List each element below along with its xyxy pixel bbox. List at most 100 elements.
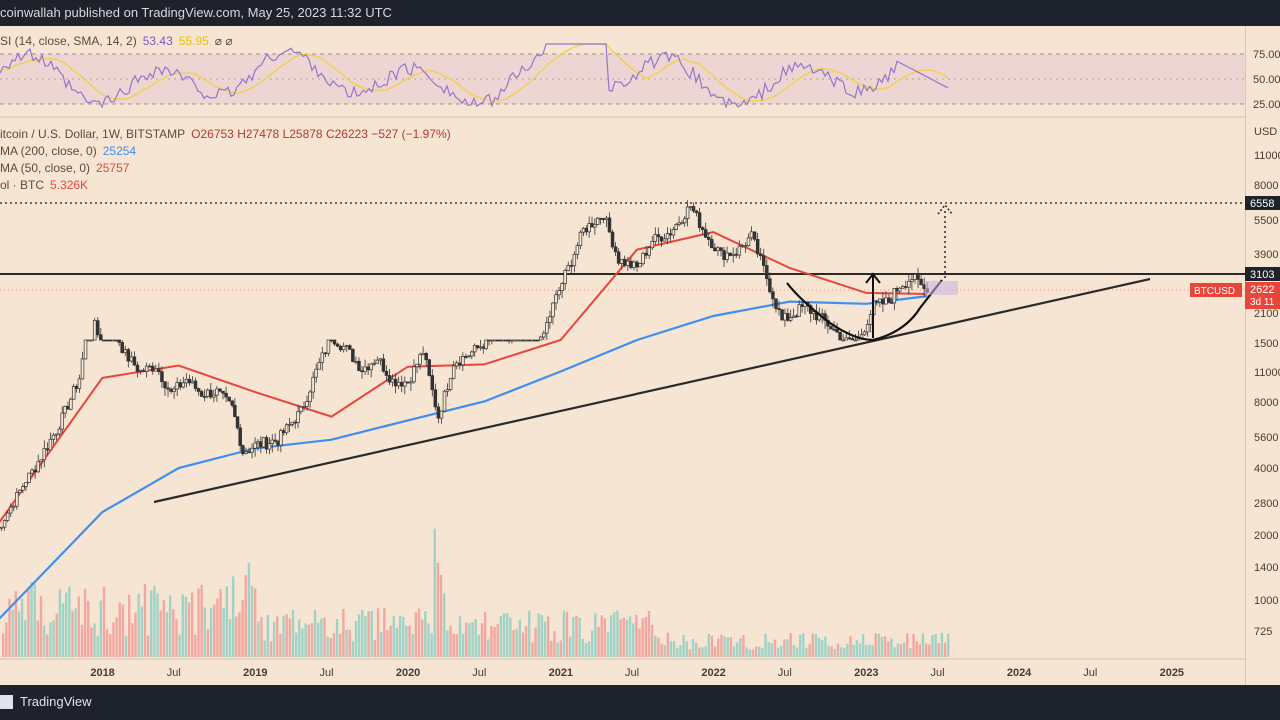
volume-bar <box>751 649 755 657</box>
x-tick-label: 2019 <box>243 667 267 679</box>
volume-bar <box>770 642 773 657</box>
volume-bar <box>153 585 156 657</box>
candle <box>399 381 404 387</box>
volume-bar <box>565 611 569 657</box>
candle <box>530 339 534 342</box>
volume-bar <box>137 593 140 657</box>
candle <box>758 253 763 257</box>
candle <box>557 290 561 296</box>
volume-bar <box>461 633 465 657</box>
candle <box>39 459 43 463</box>
volume-bar <box>682 634 685 657</box>
candle <box>838 331 842 341</box>
volume-bar <box>298 619 301 657</box>
candle <box>538 336 543 341</box>
candle <box>563 270 567 284</box>
candle <box>919 278 923 286</box>
volume-bar <box>392 616 395 657</box>
candle <box>475 345 480 349</box>
candle <box>728 252 732 256</box>
candle <box>847 337 852 340</box>
candle <box>518 339 523 342</box>
candle <box>501 339 506 342</box>
volume-bar <box>55 613 58 657</box>
volume-bar <box>74 608 77 657</box>
volume-bar <box>17 611 21 657</box>
volume-bar <box>569 636 572 657</box>
volume-bar <box>635 614 638 657</box>
volume-bar <box>899 644 903 657</box>
candle <box>120 342 124 354</box>
candle <box>716 247 720 252</box>
volume-bar <box>846 643 849 657</box>
volume-bar <box>628 616 632 657</box>
candle <box>86 339 91 342</box>
volume-bar <box>546 616 550 657</box>
candle <box>284 424 289 434</box>
candle <box>230 400 234 406</box>
candle <box>601 218 606 220</box>
volume-bar <box>430 633 433 657</box>
volume-bar <box>764 633 767 657</box>
volume-bar <box>877 633 881 657</box>
volume-bar <box>326 636 329 657</box>
candle <box>264 437 269 450</box>
candle <box>77 378 82 389</box>
candle <box>613 246 618 253</box>
volume-bar <box>754 646 758 657</box>
candle <box>734 253 739 256</box>
candle <box>387 375 392 383</box>
volume-legend-label: ol · BTC <box>0 178 45 192</box>
volume-bar <box>792 645 796 657</box>
volume-bar <box>493 626 496 657</box>
volume-bar <box>405 625 408 657</box>
volume-bar <box>893 647 896 657</box>
x-tick-label: Jul <box>1083 667 1097 679</box>
volume-bar <box>257 621 260 657</box>
price-axis[interactable] <box>1245 26 1280 685</box>
sma50-legend[interactable]: MA (50, close, 0) 25757 <box>0 161 129 175</box>
volume-bar <box>798 634 802 657</box>
volume-bar <box>58 589 62 657</box>
volume-bar <box>373 639 377 657</box>
candle <box>487 339 491 342</box>
symbol-legend[interactable]: itcoin / U.S. Dollar, 1W, BITSTAMP O26753… <box>0 127 451 141</box>
candle <box>276 440 280 446</box>
volume-bar <box>266 614 269 657</box>
volume-bar <box>931 635 934 657</box>
candle <box>610 231 615 248</box>
rsi-legend[interactable]: SI (14, close, SMA, 14, 2) 53.43 55.95 ⌀ ⌀ <box>0 34 233 48</box>
candle <box>484 339 488 349</box>
volume-bar <box>345 629 348 657</box>
footer-brand[interactable]: TradingView <box>20 694 92 709</box>
volume-legend[interactable]: ol · BTC 5.326K <box>0 178 88 192</box>
candle <box>354 360 358 363</box>
candle <box>424 353 428 361</box>
candle <box>865 324 870 333</box>
volume-bar <box>30 582 33 657</box>
candle <box>875 300 879 303</box>
candle <box>45 448 50 451</box>
volume-bar <box>704 646 707 657</box>
volume-bar <box>228 619 232 657</box>
candle <box>853 339 858 342</box>
volume-bar <box>638 628 641 657</box>
candle <box>671 229 676 236</box>
sma200-legend[interactable]: MA (200, close, 0) 25254 <box>0 144 136 158</box>
volume-bar <box>329 637 332 657</box>
x-tick-label: 2020 <box>396 667 420 679</box>
sma50-line <box>0 231 928 524</box>
candle <box>436 406 441 419</box>
volume-bar <box>509 617 512 657</box>
publisher-text: coinwallah published on TradingView.com,… <box>0 5 392 20</box>
candle <box>495 339 500 342</box>
candle <box>135 364 140 372</box>
candle <box>190 380 195 384</box>
candle <box>2 520 7 528</box>
rsi-ma-legend-value: 55.95 <box>178 34 209 48</box>
volume-bar <box>96 635 99 657</box>
volume-bar <box>698 647 701 657</box>
volume-bar <box>880 636 884 657</box>
volume-bar <box>2 633 5 657</box>
